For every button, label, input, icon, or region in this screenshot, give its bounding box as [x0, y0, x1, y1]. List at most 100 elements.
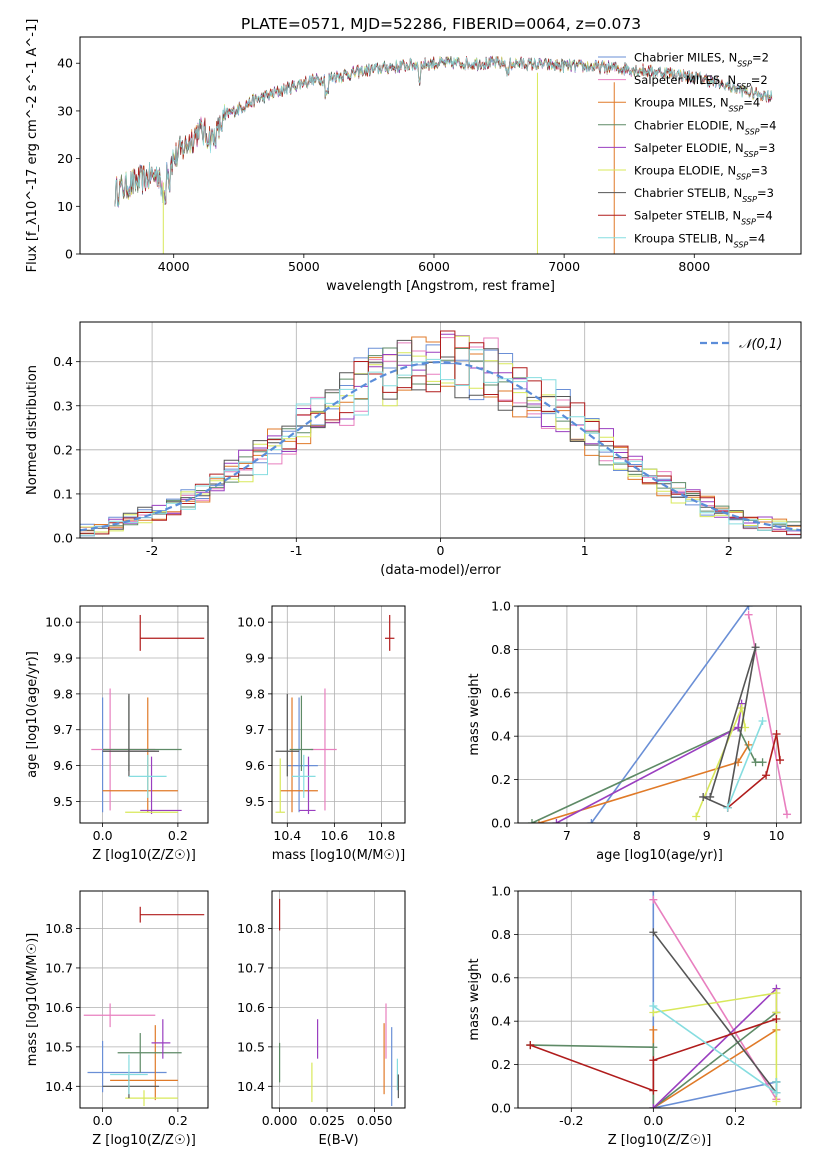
legend-subscript: SSP	[737, 59, 752, 68]
y-tick-label: 10.6	[45, 1000, 73, 1015]
y-tick-label: 10.6	[237, 1000, 265, 1015]
y-tick-label: 0.4	[53, 354, 73, 369]
weight-marker	[587, 819, 596, 823]
weight-marker	[649, 1002, 658, 1011]
chart-weight_vs_age: 7 8 9 10 0.0 0.2 0.4 0.6 0.8 1.0 age [log10(age/yr…	[467, 599, 802, 863]
x-tick-label: -2	[146, 543, 158, 558]
y-tick-label: 10.8	[237, 921, 265, 936]
axes-frame	[271, 890, 406, 1109]
legend-label: Kroupa ELODIE, NSSP=3	[634, 164, 768, 182]
y-tick-label: 40	[57, 56, 73, 71]
errorbar-point	[102, 695, 182, 771]
plot-area	[526, 891, 781, 1108]
x-axis-label: Z [log10(Z/Z☉)]	[608, 1133, 712, 1148]
weight-line	[538, 744, 750, 823]
x-axis-label: age [log10(age/yr)]	[596, 848, 723, 863]
x-tick-label: 0.2	[168, 1113, 188, 1128]
weight-marker	[552, 819, 561, 823]
legend-subscript: SSP	[729, 104, 744, 113]
errorbar-point	[140, 756, 182, 815]
errorbar-point	[310, 688, 337, 811]
y-tick-label: 10.0	[237, 615, 265, 630]
y-tick-label: 1.0	[491, 884, 511, 899]
plot-area	[527, 606, 792, 823]
chart-residuals: 𝒩(0,1) -2 -1 0 1 2 0.0 0.1 0.2 0.3 0.4 (data-model)…	[25, 321, 802, 578]
y-tick-label: 0.4	[491, 1014, 511, 1029]
x-axis-label: wavelength [Angstrom, rest frame]	[326, 279, 555, 294]
weight-marker	[758, 758, 767, 767]
legend-label: Salpeter STELIB, NSSP=4	[634, 209, 773, 227]
axes-frame	[79, 605, 209, 824]
plot-area	[275, 614, 395, 815]
y-tick-label: 0.0	[491, 816, 511, 831]
x-tick-label: 0.0	[93, 1113, 113, 1128]
axes-frame	[79, 890, 209, 1109]
weight-marker	[762, 771, 771, 780]
y-tick-label: 9.8	[245, 686, 265, 701]
y-tick-label: 1.0	[491, 599, 511, 614]
weight-marker	[758, 717, 767, 726]
legend: 𝒩(0,1)	[700, 337, 782, 352]
y-tick-label: 0.2	[491, 772, 511, 787]
legend-value: =4	[756, 209, 773, 223]
plot-area	[279, 898, 399, 1107]
y-axis-label: age [log10(age/yr)]	[25, 651, 40, 778]
y-tick-label: 9.5	[245, 794, 265, 809]
y-tick-label: 0.2	[53, 442, 73, 457]
y-axis-label: Normed distribution	[25, 365, 40, 495]
weight-marker	[649, 928, 658, 937]
errorbar-point	[117, 1033, 182, 1073]
legend-subscript: SSP	[734, 240, 749, 249]
chart-weight_vs_Z: -0.2 0.0 0.2 0.0 0.2 0.4 0.6 0.8 1.0 Z [log10(Z/Z…	[467, 884, 802, 1148]
legend-value: =3	[757, 186, 774, 200]
weight-marker	[699, 792, 708, 801]
errorbar-point	[110, 1054, 148, 1095]
weight-marker	[649, 891, 658, 895]
weight-marker	[744, 606, 753, 610]
x-tick-label: 0.0	[93, 828, 113, 843]
x-tick-label: 0.000	[262, 1113, 298, 1128]
weight-marker	[772, 1077, 781, 1086]
x-tick-label: 6000	[418, 259, 450, 274]
plot-area	[91, 614, 205, 815]
weight-marker	[723, 803, 732, 812]
errorbar-point	[275, 693, 300, 777]
y-tick-label: 0.1	[53, 486, 73, 501]
legend-value: =2	[751, 73, 768, 87]
legend-label: Kroupa MILES, NSSP=4	[634, 96, 760, 114]
y-tick-label: 10.0	[45, 615, 73, 630]
y-axis-label: Flux [f_λ10^-17 erg cm^-2 s^-1 A^-1]	[25, 19, 40, 273]
y-tick-label: 0.0	[491, 1101, 511, 1116]
y-tick-label: 10.8	[45, 921, 73, 936]
y-tick-label: 0.2	[491, 1057, 511, 1072]
weight-line	[652, 986, 778, 1108]
weight-line	[653, 992, 778, 1102]
weight-marker	[751, 643, 760, 652]
y-tick-label: 10.4	[45, 1079, 73, 1094]
residual-histogram	[80, 349, 801, 537]
errorbar-point	[151, 1019, 171, 1059]
weight-marker	[692, 812, 701, 821]
x-tick-label: 4000	[158, 259, 190, 274]
y-tick-label: 10	[57, 199, 73, 214]
weight-marker	[772, 1088, 781, 1097]
y-tick-label: 0.3	[53, 398, 73, 413]
errorbar-point	[289, 695, 314, 771]
y-tick-label: 9.5	[53, 794, 73, 809]
weight-marker	[772, 1015, 781, 1024]
x-tick-label: 10.6	[320, 828, 348, 843]
errorbar-point	[280, 697, 318, 813]
x-tick-label: 7	[563, 828, 571, 843]
legend-label: Salpeter MILES, NSSP=2	[634, 73, 768, 91]
weight-line	[652, 891, 777, 1108]
y-tick-label: 9.7	[53, 722, 73, 737]
legend-value: =2	[752, 51, 769, 65]
y-tick-label: 9.6	[245, 758, 265, 773]
weight-marker	[527, 819, 536, 823]
weight-marker	[751, 758, 760, 767]
weight-marker	[734, 723, 743, 732]
y-axis-label: mass weight	[467, 958, 482, 1040]
x-tick-label: 0.050	[357, 1113, 393, 1128]
x-tick-label: -1	[290, 543, 302, 558]
y-tick-label: 0.0	[53, 531, 73, 546]
